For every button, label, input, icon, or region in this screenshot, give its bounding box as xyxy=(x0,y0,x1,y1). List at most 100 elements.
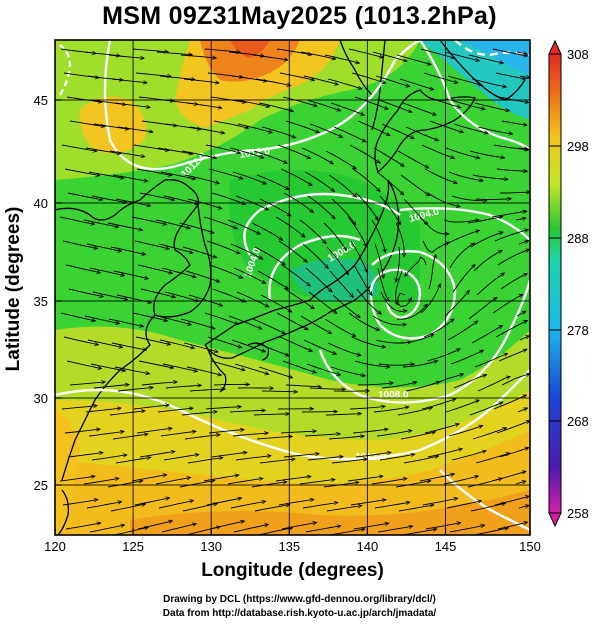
wind-streamline xyxy=(136,168,171,175)
wind-streamline xyxy=(352,168,380,191)
isobar-label: 1008.0 xyxy=(378,390,409,401)
wind-streamline xyxy=(305,267,332,292)
wind-streamline xyxy=(443,476,478,485)
wind-streamline xyxy=(117,126,153,132)
wind-streamline xyxy=(444,291,469,317)
wind-streamline xyxy=(467,217,502,224)
wind-streamline xyxy=(396,270,403,305)
wind-streamline xyxy=(329,529,365,535)
wind-streamline xyxy=(494,230,528,242)
wind-streamline xyxy=(303,75,338,85)
wind-streamline xyxy=(234,363,269,374)
wind-streamline xyxy=(424,424,459,434)
wind-streamline xyxy=(114,366,149,374)
wind-streamline xyxy=(423,319,454,338)
wind-streamline xyxy=(470,232,503,248)
wind-streamline xyxy=(276,312,308,330)
wind-streamline xyxy=(306,363,340,375)
wind-streamline xyxy=(233,267,266,283)
wind-streamline xyxy=(492,48,527,56)
wind-streamline xyxy=(299,480,335,485)
wind-streamline xyxy=(253,150,287,163)
y-tick-labels: 25 30 35 40 45 xyxy=(34,93,48,493)
wind-streamline xyxy=(357,120,390,136)
x-tick-label: 120 xyxy=(44,539,66,554)
wind-streamline xyxy=(353,264,372,295)
wind-streamline xyxy=(136,428,172,434)
wind-streamline xyxy=(108,54,144,58)
wind-streamline xyxy=(113,270,148,279)
wind-streamline xyxy=(157,147,193,154)
wind-streamline xyxy=(515,218,526,220)
wind-streamline xyxy=(65,264,100,273)
wind-streamline xyxy=(307,457,343,461)
wind-streamline xyxy=(63,336,98,345)
y-tick-label: 40 xyxy=(34,196,48,211)
wind-streamline xyxy=(493,395,526,410)
wind-streamline xyxy=(155,219,190,228)
wind-streamline xyxy=(278,240,307,262)
wind-streamline xyxy=(69,382,105,386)
wind-streamline xyxy=(350,240,367,272)
colorbar-tick-label: 268 xyxy=(567,414,589,429)
wind-streamline xyxy=(252,318,285,334)
wind-streamline xyxy=(472,174,508,179)
wind-streamline xyxy=(282,360,316,373)
wind-streamline xyxy=(399,334,434,344)
wind-streamline xyxy=(421,144,454,158)
wind-streamline xyxy=(476,273,504,296)
wind-streamline xyxy=(251,482,287,488)
wind-streamline xyxy=(256,436,292,440)
wind-streamline xyxy=(426,96,460,108)
wind-streamline xyxy=(471,326,502,344)
wind-streamline xyxy=(397,408,432,416)
wind-streamline xyxy=(164,291,199,301)
wind-streamline xyxy=(374,502,410,509)
wind-streamline xyxy=(401,529,437,535)
wind-streamline xyxy=(83,478,119,485)
wind-streamline xyxy=(323,482,359,488)
wind-streamline xyxy=(137,521,172,530)
wind-streamline xyxy=(420,284,440,314)
x-axis-label: Longitude (degrees) xyxy=(201,560,384,581)
wind-streamlines xyxy=(59,48,530,535)
coast-primorye xyxy=(339,40,373,96)
wind-streamline xyxy=(496,168,527,171)
wind-streamline xyxy=(88,171,123,178)
wind-streamline xyxy=(305,526,341,533)
wind-streamline xyxy=(111,342,146,350)
wind-streamline xyxy=(61,406,97,410)
wind-streamline xyxy=(213,384,249,385)
wind-streamline xyxy=(204,48,240,52)
wind-streamline xyxy=(59,476,95,482)
wind-streamline xyxy=(354,360,389,367)
coast-honshu-north xyxy=(204,179,390,346)
wind-streamline xyxy=(285,120,319,133)
wind-streamline xyxy=(179,481,214,488)
wind-streamline xyxy=(304,171,334,191)
wind-streamline xyxy=(67,453,103,458)
wind-streamline xyxy=(371,479,407,485)
wind-streamline xyxy=(93,385,129,389)
wind-streamline xyxy=(181,412,217,416)
wind-streamline xyxy=(85,408,121,413)
y-tick-label: 35 xyxy=(34,294,48,309)
wind-streamline xyxy=(372,315,406,325)
coast-bohai xyxy=(55,179,191,221)
wind-streamline xyxy=(160,171,195,179)
wind-streamline xyxy=(449,525,484,533)
wind-streamline xyxy=(326,506,362,512)
wind-streamline xyxy=(281,523,316,530)
wind-streamline xyxy=(111,78,147,83)
hottest-sea-south xyxy=(130,490,530,535)
x-tick-label: 150 xyxy=(519,539,541,554)
wind-streamline xyxy=(232,433,268,437)
wind-streamline xyxy=(304,434,340,437)
wind-streamline xyxy=(396,304,427,320)
wind-streamline xyxy=(109,150,145,157)
wind-streamline xyxy=(309,123,342,137)
wind-streamline xyxy=(233,525,268,533)
wind-streamline xyxy=(68,288,103,297)
wind-streamline xyxy=(475,453,510,464)
